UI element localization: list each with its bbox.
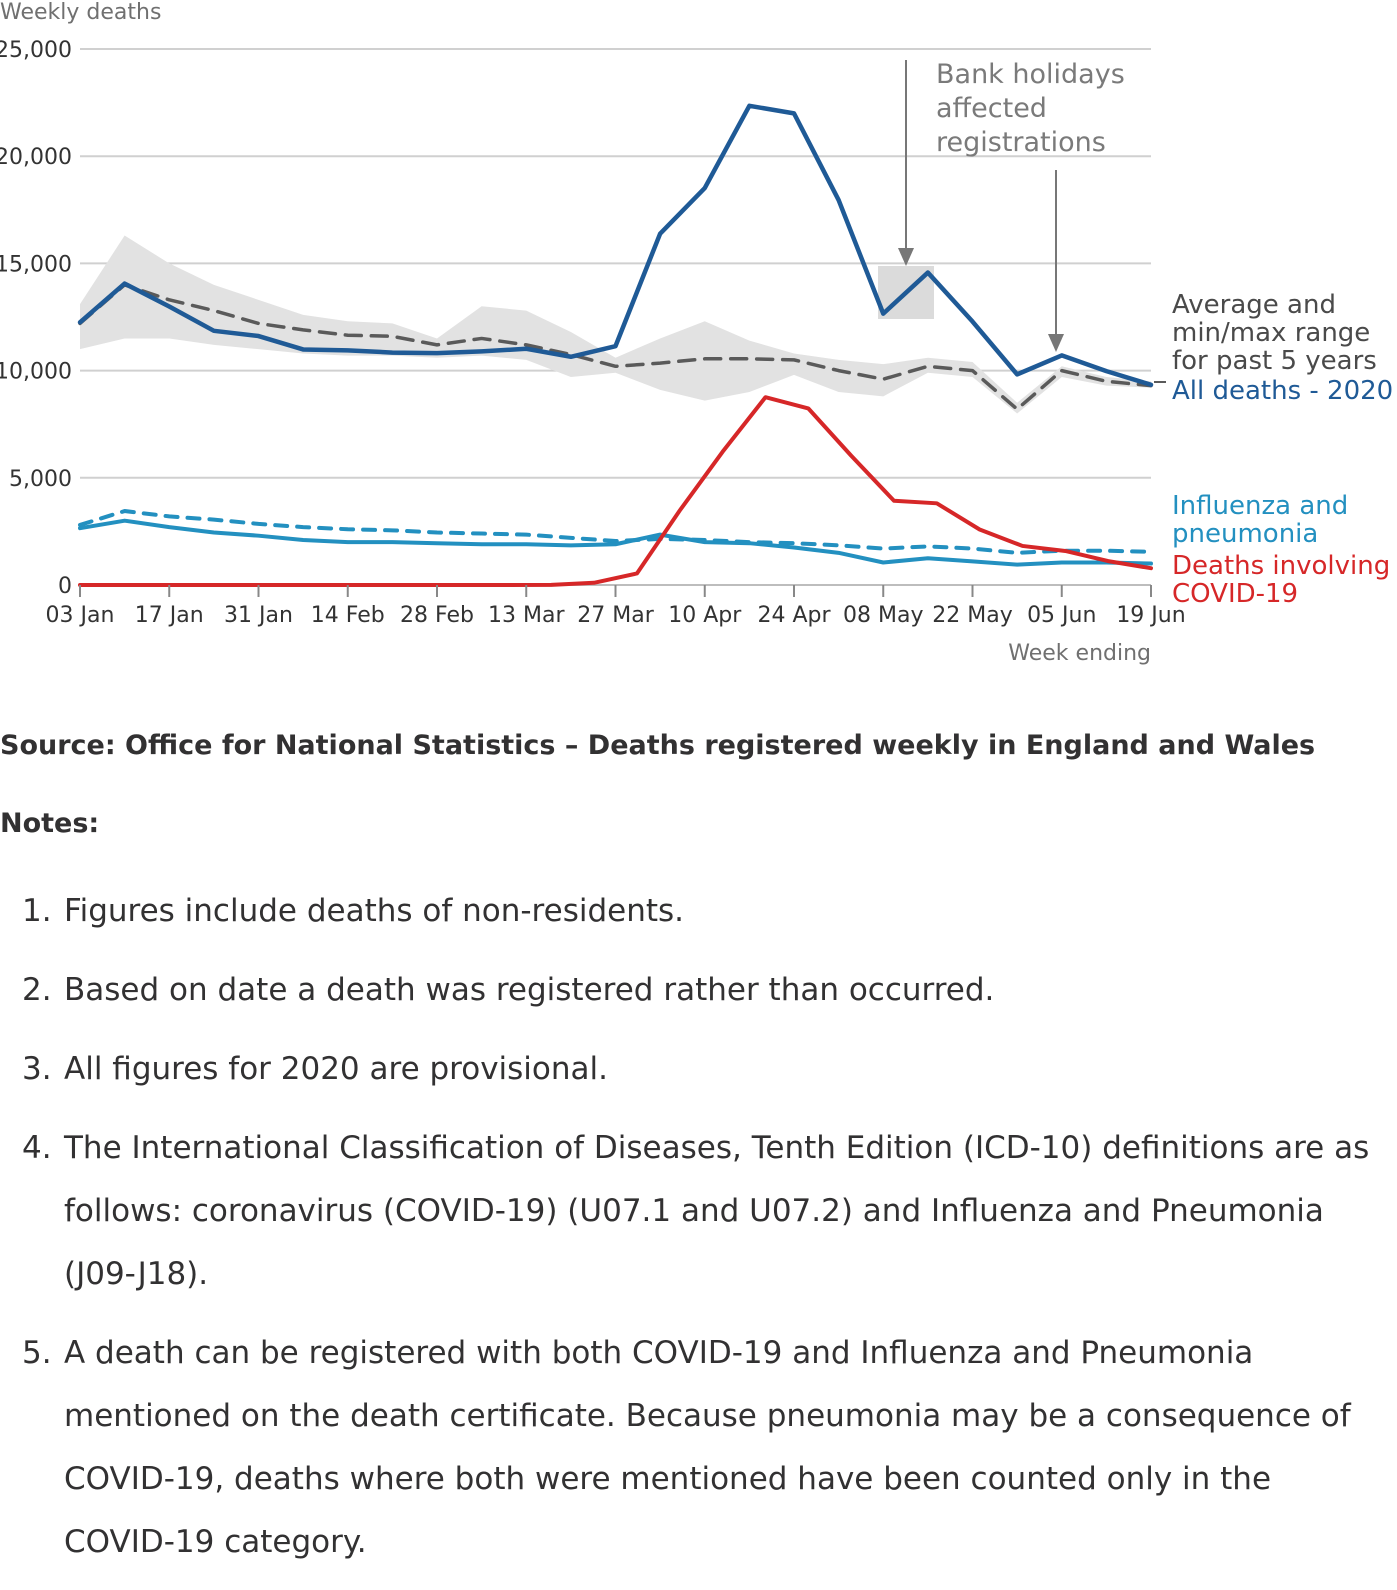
- label-covid-2: COVID-19: [1172, 579, 1298, 609]
- y-axis-ticks: 0 5,000 10,000 15,000 20,000 25,000: [0, 38, 72, 599]
- note-item: 1. Figures include deaths of non-resident…: [0, 880, 1380, 943]
- label-influenza-1: Influenza and: [1172, 491, 1348, 521]
- note-number: 3.: [22, 1051, 52, 1087]
- note-item: 2. Based on date a death was registered r…: [0, 959, 1380, 1022]
- bank-holiday-annotation: Bank holidays affected registrations: [898, 59, 1133, 352]
- line-influenza-average: [78, 509, 1153, 555]
- x-tick-label: 28 Feb: [400, 603, 474, 628]
- svg-text:Deaths involving COVID-1: Deaths involving COVID-19: [1172, 551, 1397, 609]
- notes-heading: Notes:: [0, 808, 100, 839]
- note-text: Figures include deaths of non-residents.: [64, 893, 685, 929]
- note-item: 5. A death can be registered with both CO…: [0, 1322, 1380, 1574]
- label-covid-1: Deaths involving: [1172, 551, 1390, 581]
- y-tick-label: 10,000: [0, 360, 72, 385]
- x-tick-label: 13 Mar: [488, 603, 565, 628]
- svg-text:Bank holidays affected: Bank holidays affected registrations: [936, 59, 1133, 158]
- x-tick-label: 27 Mar: [577, 603, 654, 628]
- annotation-line-3: registrations: [936, 127, 1106, 158]
- note-item: 4. The International Classification of Di…: [0, 1117, 1380, 1306]
- note-number: 1.: [22, 893, 52, 929]
- note-text: The International Classification of Dise…: [64, 1130, 1370, 1292]
- note-text: All figures for 2020 are provisional.: [64, 1051, 608, 1087]
- label-average-2: min/max range: [1172, 318, 1370, 348]
- x-tick-label: 03 Jan: [46, 603, 115, 628]
- line-covid-19: [78, 395, 1153, 587]
- y-axis-label: Weekly deaths: [0, 0, 161, 25]
- note-text: Based on date a death was registered rat…: [64, 972, 995, 1008]
- y-tick-label: 20,000: [0, 145, 72, 170]
- label-all-deaths: All deaths - 2020: [1172, 376, 1393, 406]
- past-5-years-range-band: [80, 235, 1151, 414]
- x-tick-label: 19 Jun: [1116, 603, 1185, 628]
- x-tick-label: 24 Apr: [757, 603, 831, 628]
- line-all-deaths-2020: [77, 103, 1154, 388]
- x-axis-label: Week ending: [1008, 641, 1151, 666]
- x-axis: 03 Jan 17 Jan 31 Jan 14 Feb 28 Feb 13 Mar 27 M…: [46, 585, 1186, 628]
- y-tick-label: 5,000: [9, 467, 72, 492]
- x-tick-label: 05 Jun: [1027, 603, 1096, 628]
- x-tick-label: 08 May: [843, 603, 923, 628]
- weekly-deaths-chart: 0 5,000 10,000 15,000 20,000 25,000 Weekly de…: [0, 0, 1397, 666]
- note-item: 3. All figures for 2020 are provisional.: [0, 1038, 1380, 1101]
- series-lines: [77, 103, 1154, 587]
- notes-list: 1. Figures include deaths of non-resident…: [0, 880, 1380, 1590]
- x-tick-label: 17 Jan: [135, 603, 204, 628]
- annotation-line-2: affected: [936, 93, 1047, 124]
- x-tick-label: 31 Jan: [224, 603, 293, 628]
- note-number: 5.: [22, 1335, 52, 1371]
- x-tick-label: 14 Feb: [311, 603, 385, 628]
- x-tick-label: 10 Apr: [668, 603, 742, 628]
- x-tick-label: 22 May: [932, 603, 1012, 628]
- label-average-1: Average and: [1172, 290, 1336, 320]
- note-number: 4.: [22, 1130, 52, 1166]
- line-influenza-pneumonia: [78, 518, 1153, 567]
- y-tick-label: 0: [58, 574, 72, 599]
- note-number: 2.: [22, 972, 52, 1008]
- range-band-area: [80, 235, 1151, 414]
- series-labels: Average and min/max range for past 5 yea…: [1154, 290, 1397, 609]
- y-tick-label: 25,000: [0, 38, 72, 63]
- svg-text:Average and min/max rang: Average and min/max range for past 5 yea…: [1172, 290, 1379, 376]
- line-average-past-5-years: [78, 283, 1153, 411]
- svg-text:Influenza and pneumonia: Influenza and pneumonia: [1172, 491, 1357, 549]
- label-average-3: for past 5 years: [1172, 346, 1377, 376]
- label-influenza-2: pneumonia: [1172, 519, 1318, 549]
- note-text: A death can be registered with both COVI…: [64, 1335, 1351, 1560]
- annotation-line-1: Bank holidays: [936, 59, 1125, 90]
- y-tick-label: 15,000: [0, 252, 72, 277]
- source-line: Source: Office for National Statistics –…: [0, 730, 1316, 761]
